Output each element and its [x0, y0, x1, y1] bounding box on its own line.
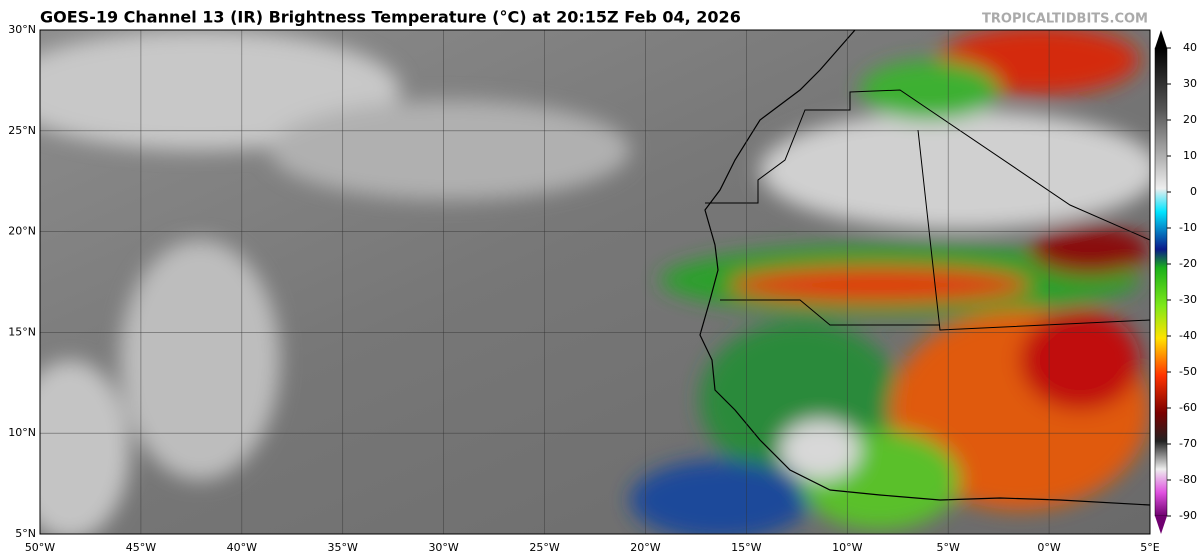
lon-label: 25°W — [529, 541, 559, 554]
credit: TROPICALTIDBITS.COM — [982, 12, 1148, 27]
colorbar-tick-label: -70 — [1179, 437, 1197, 450]
lon-label: 45°W — [126, 541, 156, 554]
colorbar-tick-label: -90 — [1179, 509, 1197, 522]
lon-label: 35°W — [328, 541, 358, 554]
graticule: 30°N 25°N 20°N 15°N 10°N 5°N50°W 45°W 40°W 35°W 3… — [8, 23, 1160, 554]
lon-label: 5°E — [1140, 541, 1159, 554]
lon-label: 40°W — [227, 541, 257, 554]
colorbar-tick-label: -50 — [1179, 365, 1197, 378]
lat-label: 5°N — [15, 527, 36, 540]
lat-label: 30°N — [8, 23, 36, 36]
colorbar-ticks: 40 30 20 10 0 -10 -20 -30 -40 -50 -60 -70 -80 -90 — [1167, 41, 1197, 522]
lon-label: 10°W — [832, 541, 862, 554]
lon-label: 50°W — [25, 541, 55, 554]
colorbar-tick-label: 0 — [1190, 185, 1197, 198]
colorbar-tick-label: 20 — [1183, 113, 1197, 126]
colorbar-tick-label: -40 — [1179, 329, 1197, 342]
lat-label: 15°N — [8, 325, 36, 338]
map-frame — [39, 29, 1151, 535]
lat-label: 20°N — [8, 225, 36, 238]
colorbar — [1154, 30, 1168, 534]
colorbar-tick-label: 10 — [1183, 149, 1197, 162]
lat-label: 10°N — [8, 426, 36, 439]
lon-label: 30°W — [428, 541, 458, 554]
lon-label: 5°W — [936, 541, 959, 554]
lat-label: 25°N — [8, 124, 36, 137]
colorbar-tick-label: -80 — [1179, 473, 1197, 486]
lon-label: 15°W — [731, 541, 761, 554]
imagery — [40, 30, 1150, 534]
colorbar-tick-label: 30 — [1183, 77, 1197, 90]
colorbar-tick-label: -20 — [1179, 257, 1197, 270]
colorbar-tick-label: 40 — [1183, 41, 1197, 54]
colorbar-tick-label: -10 — [1179, 221, 1197, 234]
lon-label: 20°W — [630, 541, 660, 554]
lon-label: 0°W — [1037, 541, 1060, 554]
title: GOES-19 Channel 13 (IR) Brightness Tempe… — [40, 8, 741, 27]
colorbar-tick-label: -60 — [1179, 401, 1197, 414]
colorbar-tick-label: -30 — [1179, 293, 1197, 306]
